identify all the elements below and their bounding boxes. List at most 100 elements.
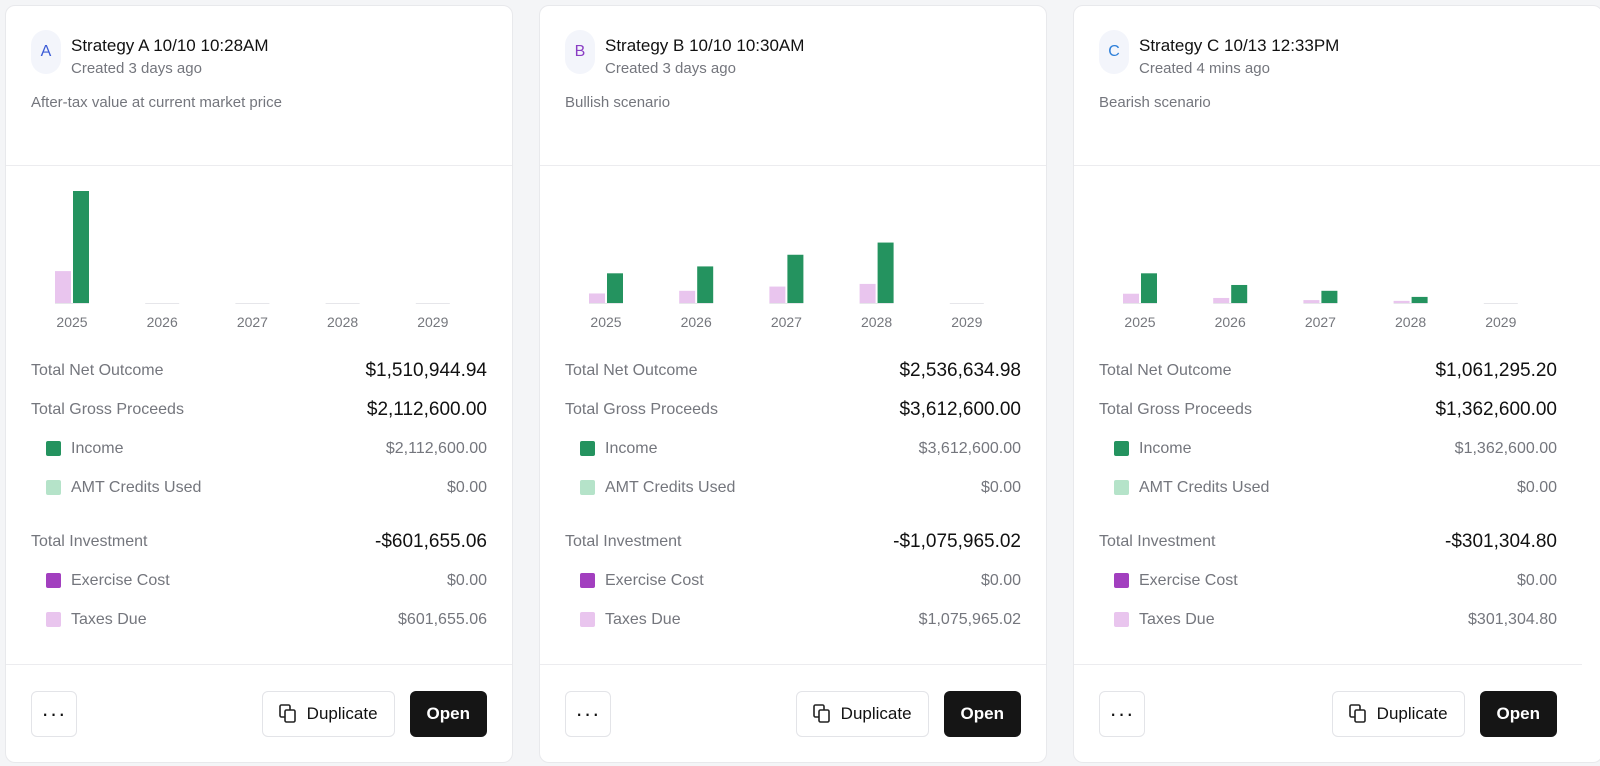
taxes-bar[interactable] (859, 283, 876, 303)
total-investment-value: -$601,655.06 (375, 530, 487, 552)
total-net-row: Total Net Outcome $2,536,634.98 (565, 351, 1021, 390)
card-title[interactable]: Strategy A 10/10 10:28AM (71, 36, 269, 55)
x-tick-label: 2028 (861, 314, 892, 330)
duplicate-button[interactable]: Duplicate (795, 690, 929, 737)
x-tick-label: 2025 (56, 314, 87, 330)
amt-credits-row: AMT Credits Used $0.00 (31, 468, 487, 507)
income-bar[interactable] (787, 254, 804, 303)
total-net-value: $2,536,634.98 (899, 359, 1021, 381)
amt-swatch (46, 480, 61, 495)
gross-proceeds-value: $2,112,600.00 (366, 398, 487, 420)
taxes-bar[interactable] (1213, 297, 1230, 303)
amt-credits-row: AMT Credits Used $0.00 (565, 468, 1021, 507)
copy-icon (278, 703, 297, 724)
income-bar[interactable] (1411, 296, 1428, 303)
taxes-due-row: Taxes Due $601,655.06 (31, 600, 487, 639)
exercise-cost-value: $0.00 (446, 571, 487, 589)
open-button[interactable]: Open (1479, 690, 1557, 737)
income-label: Income (605, 439, 658, 457)
income-bar[interactable] (697, 266, 714, 303)
gross-proceeds-label: Total Gross Proceeds (565, 400, 718, 418)
created-time: Created 3 days ago (71, 60, 202, 77)
total-net-row: Total Net Outcome $1,061,295.20 (1099, 351, 1557, 390)
total-investment-row: Total Investment -$301,304.80 (1099, 522, 1557, 561)
gross-proceeds-value: $1,362,600.00 (1435, 398, 1557, 420)
card-title[interactable]: Strategy B 10/10 10:30AM (605, 36, 805, 55)
amt-credits-label: AMT Credits Used (1139, 478, 1270, 496)
duplicate-button[interactable]: Duplicate (1331, 690, 1465, 737)
yearly-bar-chart: 2025 2026 2027 2028 2029 (565, 166, 1021, 351)
x-tick-label: 2029 (951, 314, 982, 330)
x-tick-label: 2029 (1485, 314, 1516, 330)
copy-icon (812, 703, 831, 724)
income-swatch (580, 441, 595, 456)
duplicate-button[interactable]: Duplicate (261, 690, 395, 737)
card-header: A Strategy A 10/10 10:28AM Created 3 day… (6, 6, 512, 166)
income-bar[interactable] (1321, 290, 1338, 303)
total-investment-value: -$1,075,965.02 (893, 530, 1021, 552)
card-footer: ··· Duplicate Open (540, 664, 1046, 762)
total-investment-row: Total Investment -$1,075,965.02 (565, 522, 1021, 561)
strategy-card-b: B Strategy B 10/10 10:30AM Created 3 day… (539, 5, 1047, 763)
gross-proceeds-row: Total Gross Proceeds $3,612,600.00 (565, 390, 1021, 429)
exercise-swatch (1114, 573, 1129, 588)
gross-proceeds-row: Total Gross Proceeds $2,112,600.00 (31, 390, 487, 429)
exercise-cost-value: $0.00 (980, 571, 1021, 589)
card-title[interactable]: Strategy C 10/13 12:33PM (1139, 36, 1340, 55)
x-tick-label: 2025 (590, 314, 621, 330)
created-time: Created 3 days ago (605, 60, 736, 77)
income-bar[interactable] (73, 191, 89, 303)
taxes-bar[interactable] (55, 271, 71, 303)
gross-proceeds-label: Total Gross Proceeds (1099, 400, 1252, 418)
income-label: Income (71, 439, 124, 457)
x-tick-label: 2028 (1395, 314, 1426, 330)
taxes-swatch (1114, 612, 1129, 627)
chart-svg: 2025 2026 2027 2028 2029 (589, 242, 984, 330)
taxes-due-value: $301,304.80 (1468, 610, 1557, 628)
more-options-button[interactable]: ··· (31, 690, 77, 737)
amt-credits-row: AMT Credits Used $0.00 (1099, 468, 1557, 507)
more-options-button[interactable]: ··· (565, 690, 611, 737)
card-header: B Strategy B 10/10 10:30AM Created 3 day… (540, 6, 1046, 166)
strategy-badge: B (565, 30, 595, 74)
gross-proceeds-label: Total Gross Proceeds (31, 400, 184, 418)
income-bar[interactable] (607, 273, 623, 303)
amt-credits-value: $0.00 (1516, 478, 1557, 496)
chart-svg: 2025 2026 2027 2028 2029 (1123, 273, 1518, 330)
badge-letter: A (40, 43, 52, 60)
amt-swatch (1114, 480, 1129, 495)
taxes-bar[interactable] (679, 290, 696, 303)
x-tick-label: 2029 (417, 314, 448, 330)
yearly-bar-chart: 2025 2026 2027 2028 2029 (1099, 166, 1577, 351)
yearly-bar-chart: 2025 2026 2027 2028 2029 (31, 166, 487, 351)
amt-credits-label: AMT Credits Used (71, 478, 202, 496)
taxes-due-label: Taxes Due (71, 610, 147, 628)
summary-rows: Total Net Outcome $2,536,634.98 Total Gr… (540, 351, 1046, 639)
taxes-swatch (46, 612, 61, 627)
income-bar[interactable] (877, 242, 894, 303)
income-value: $2,112,600.00 (385, 439, 487, 457)
taxes-bar[interactable] (589, 293, 605, 303)
exercise-cost-row: Exercise Cost $0.00 (565, 561, 1021, 600)
taxes-due-value: $601,655.06 (398, 610, 487, 628)
taxes-bar[interactable] (1393, 300, 1410, 303)
summary-rows: Total Net Outcome $1,061,295.20 Total Gr… (1074, 351, 1582, 639)
exercise-cost-row: Exercise Cost $0.00 (1099, 561, 1557, 600)
duplicate-label: Duplicate (306, 703, 378, 723)
total-net-value: $1,510,944.94 (365, 359, 487, 381)
strategy-card-c: C Strategy C 10/13 12:33PM Created 4 min… (1073, 5, 1600, 763)
taxes-bar[interactable] (1123, 293, 1139, 303)
badge-letter: C (1108, 43, 1120, 60)
income-bar[interactable] (1141, 273, 1157, 303)
total-investment-label: Total Investment (565, 532, 682, 550)
taxes-bar[interactable] (1303, 300, 1320, 303)
duplicate-label: Duplicate (840, 703, 912, 723)
open-button[interactable]: Open (943, 690, 1021, 737)
taxes-bar[interactable] (769, 286, 786, 303)
x-tick-label: 2027 (771, 314, 802, 330)
income-bar[interactable] (1231, 284, 1248, 303)
taxes-due-label: Taxes Due (605, 610, 681, 628)
taxes-due-row: Taxes Due $301,304.80 (1099, 600, 1557, 639)
open-button[interactable]: Open (409, 690, 487, 737)
more-options-button[interactable]: ··· (1099, 690, 1145, 737)
